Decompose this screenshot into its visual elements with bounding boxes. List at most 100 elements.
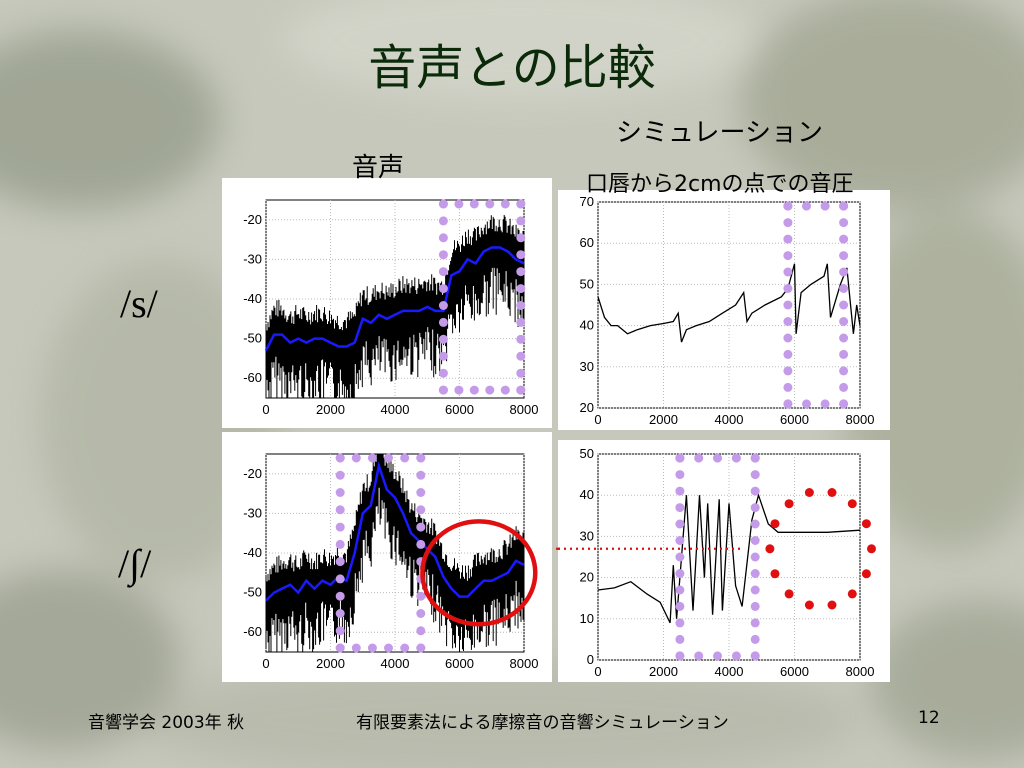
x-tick-label: 6000	[780, 664, 809, 679]
highlight-dot	[335, 522, 345, 532]
highlight-dot	[438, 368, 448, 378]
red-dotted-circle-dot	[770, 519, 780, 529]
sim-sh-chart: 0 2000 4000 6000 8000 0 10 20 30 40 50	[558, 446, 876, 679]
x-tick-label: 2000	[649, 664, 678, 679]
x-tick-label: 2000	[649, 412, 678, 427]
highlight-dot	[783, 251, 793, 261]
y-tick-label: 10	[580, 611, 594, 626]
highlight-dot	[335, 643, 345, 653]
x-tick-label: 4000	[715, 412, 744, 427]
red-dotted-circle-dot	[867, 544, 876, 554]
highlight-dot	[750, 601, 760, 611]
x-tick-label: 0	[262, 402, 269, 417]
highlight-dot	[802, 201, 811, 211]
simulation-line	[597, 492, 861, 624]
highlight-dot	[750, 569, 760, 578]
x-tick-label: 4000	[715, 664, 744, 679]
x-tick-label: 8000	[846, 412, 875, 427]
highlight-dot	[750, 651, 760, 661]
highlight-dot	[713, 651, 722, 661]
x-tick-label: 4000	[381, 402, 410, 417]
red-dotted-circle-dot	[804, 600, 814, 610]
highlight-dot	[731, 453, 741, 463]
highlight-dot	[675, 618, 685, 628]
voice-sh-chart: 0 2000 4000 6000 8000 -20 -30 -40 -50 -60	[243, 453, 539, 671]
highlight-dot	[839, 251, 849, 261]
highlight-dot	[783, 382, 793, 392]
voice-s-chart: 0 2000 4000 6000 8000 -20 -30 -40 -50 -60	[243, 199, 538, 417]
highlight-dot	[438, 385, 448, 395]
highlight-dot	[438, 301, 448, 310]
highlight-dot	[469, 199, 479, 209]
voice-s-panel: 0 2000 4000 6000 8000 -20 -30 -40 -50 -60	[222, 178, 552, 428]
highlight-dot	[335, 591, 345, 601]
x-tick-label: 8000	[846, 664, 875, 679]
highlight-dot	[783, 284, 793, 293]
highlight-dot	[438, 334, 448, 344]
x-tick-label: 6000	[445, 656, 474, 671]
footer-conference: 音響学会 2003年 秋	[88, 713, 245, 733]
highlight-dot	[416, 591, 426, 601]
highlight-dot	[416, 470, 426, 480]
highlight-dot	[675, 453, 685, 463]
phoneme-sh-label: /∫/	[118, 541, 152, 586]
highlight-dot	[416, 643, 426, 653]
highlight-dot	[367, 453, 377, 463]
highlight-dot	[750, 503, 760, 513]
highlight-dot	[516, 368, 526, 378]
y-tick-label: 50	[580, 276, 594, 291]
highlight-dot	[839, 349, 849, 359]
red-circle-marker	[420, 519, 538, 627]
highlight-dot	[516, 199, 526, 209]
y-tick-label: -50	[243, 331, 262, 346]
highlight-dot	[839, 300, 849, 310]
x-tick-label: 0	[594, 412, 601, 427]
highlight-dot	[675, 470, 685, 480]
highlight-dot	[675, 585, 685, 595]
red-dotted-circle-dot	[847, 499, 857, 509]
highlight-dot	[731, 651, 741, 661]
highlight-dot	[438, 216, 448, 226]
highlight-dot	[351, 453, 361, 463]
y-tick-label: 70	[580, 194, 594, 209]
highlight-dot	[783, 300, 793, 310]
highlight-dot	[384, 643, 393, 653]
highlight-dot	[750, 453, 760, 463]
highlight-dot	[783, 317, 793, 326]
red-dotted-circle-dot	[770, 569, 780, 579]
highlight-dot	[750, 519, 760, 529]
x-tick-label: 2000	[316, 656, 345, 671]
highlight-dot	[416, 522, 426, 532]
highlight-dot	[839, 201, 849, 211]
highlight-dot	[783, 349, 793, 359]
highlight-dot	[500, 385, 510, 395]
y-tick-label: 40	[580, 487, 594, 502]
highlight-dot	[516, 351, 526, 361]
highlight-dot	[839, 333, 849, 343]
red-dotted-circle-dot	[861, 519, 871, 529]
highlight-dot	[839, 234, 849, 244]
red-dotted-circle-dot	[784, 499, 794, 509]
red-dotted-circle-dot	[804, 488, 814, 497]
red-dotted-circle-dot	[765, 544, 775, 554]
highlight-dot	[750, 486, 760, 496]
highlight-dot	[335, 574, 345, 584]
highlight-dot	[438, 233, 448, 243]
highlight-dot	[400, 643, 410, 653]
spectrum-trace	[265, 215, 525, 398]
x-tick-label: 4000	[381, 656, 410, 671]
x-tick-label: 8000	[510, 656, 539, 671]
highlight-dot	[438, 267, 448, 277]
y-tick-label: -60	[243, 624, 262, 639]
highlight-dot	[351, 643, 361, 653]
sim-s-chart: 0 2000 4000 6000 8000 20 30 40 50 60 70	[580, 194, 875, 427]
red-dotted-circle-dot	[861, 569, 871, 579]
highlight-dot	[675, 552, 685, 562]
highlight-dot	[335, 609, 345, 618]
red-dotted-circle-dot	[847, 589, 857, 599]
highlight-dot	[516, 216, 526, 226]
y-tick-label: 0	[587, 652, 594, 667]
y-tick-label: 20	[580, 570, 594, 585]
highlight-dot	[783, 218, 793, 228]
highlight-dot	[675, 634, 685, 644]
